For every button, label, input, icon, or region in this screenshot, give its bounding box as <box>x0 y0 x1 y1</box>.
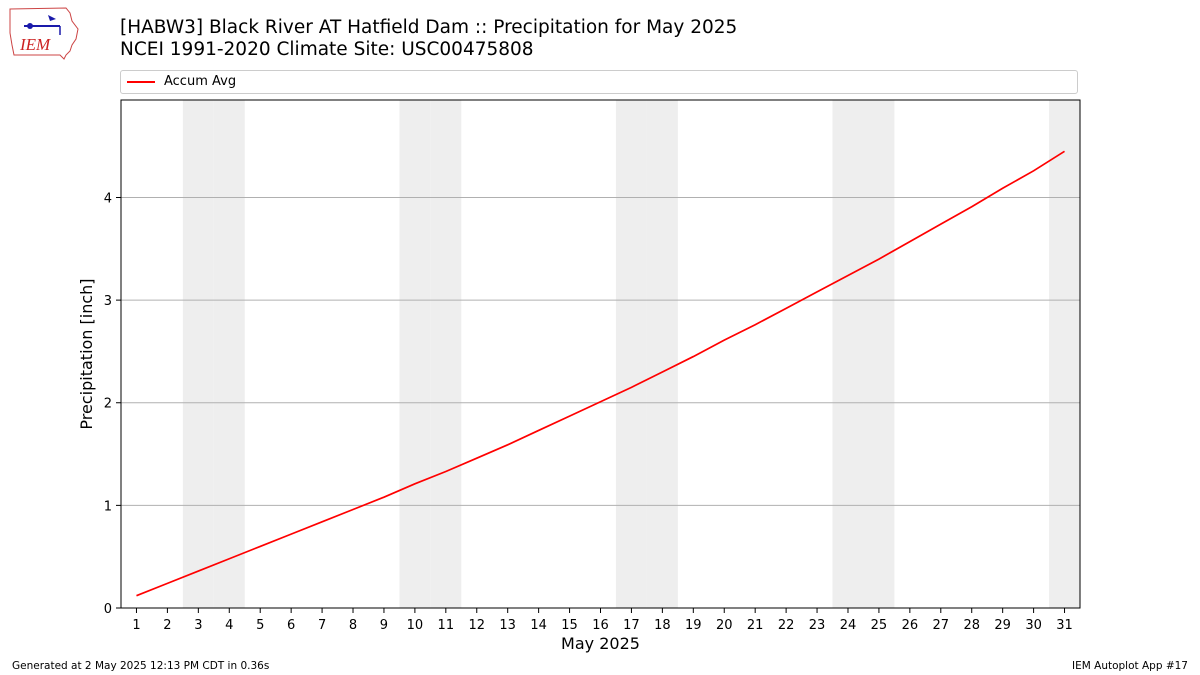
x-tick-label: 14 <box>530 618 547 633</box>
x-tick-label: 22 <box>778 618 795 633</box>
x-tick-label: 7 <box>318 618 326 633</box>
x-tick-label: 6 <box>287 618 295 633</box>
weekend-band <box>832 100 864 608</box>
title-line-1: [HABW3] Black River AT Hatfield Dam :: P… <box>120 17 738 38</box>
x-tick-label: 9 <box>380 618 388 633</box>
weekend-band <box>1049 100 1080 608</box>
y-tick-label: 1 <box>104 499 112 514</box>
weekend-band <box>430 100 462 608</box>
x-tick-label: 21 <box>747 618 764 633</box>
x-tick-label: 30 <box>1025 618 1042 633</box>
x-tick-label: 3 <box>194 618 202 633</box>
y-axis-label: Precipitation [inch] <box>77 278 96 429</box>
title-line-2: NCEI 1991-2020 Climate Site: USC00475808 <box>120 39 534 60</box>
series-line-accum-avg <box>136 150 1065 597</box>
x-tick-label: 23 <box>809 618 826 633</box>
x-tick-label: 5 <box>256 618 264 633</box>
legend-label: Accum Avg <box>164 74 237 89</box>
x-tick-label: 17 <box>623 618 640 633</box>
logo-text: IEM <box>19 35 51 54</box>
weekend-band <box>213 100 245 608</box>
x-tick-label: 20 <box>716 618 733 633</box>
legend: Accum Avg <box>120 70 1078 94</box>
weekend-band <box>863 100 895 608</box>
x-tick-label: 31 <box>1056 618 1073 633</box>
x-tick-label: 27 <box>933 618 950 633</box>
legend-swatch <box>127 81 155 83</box>
x-tick-label: 28 <box>963 618 980 633</box>
x-tick-label: 2 <box>163 618 171 633</box>
weekend-band <box>615 100 647 608</box>
x-tick-label: 11 <box>438 618 455 633</box>
y-tick-label: 0 <box>104 602 112 617</box>
y-tick-label: 3 <box>104 294 112 309</box>
x-tick-label: 19 <box>685 618 702 633</box>
y-tick-label: 4 <box>104 191 112 206</box>
x-tick-label: 10 <box>407 618 424 633</box>
weekend-band <box>646 100 678 608</box>
x-tick-label: 24 <box>840 618 857 633</box>
iem-logo: IEM <box>8 5 82 61</box>
footer-app: IEM Autoplot App #17 <box>1072 660 1188 672</box>
x-tick-label: 25 <box>871 618 888 633</box>
x-tick-label: 16 <box>592 618 609 633</box>
x-tick-label: 18 <box>654 618 671 633</box>
plot-frame <box>120 99 1081 609</box>
x-tick-label: 26 <box>902 618 919 633</box>
x-tick-label: 13 <box>499 618 516 633</box>
x-tick-label: 8 <box>349 618 357 633</box>
x-tick-label: 4 <box>225 618 233 633</box>
chart-title: [HABW3] Black River AT Hatfield Dam :: P… <box>120 17 737 61</box>
x-tick-label: 15 <box>561 618 578 633</box>
weekend-band <box>182 100 214 608</box>
y-tick-label: 2 <box>104 397 112 412</box>
weekend-band <box>399 100 431 608</box>
x-axis-label: May 2025 <box>561 634 640 653</box>
footer-generated: Generated at 2 May 2025 12:13 PM CDT in … <box>12 660 270 672</box>
x-tick-label: 12 <box>468 618 485 633</box>
x-tick-label: 29 <box>994 618 1011 633</box>
x-tick-label: 1 <box>132 618 140 633</box>
